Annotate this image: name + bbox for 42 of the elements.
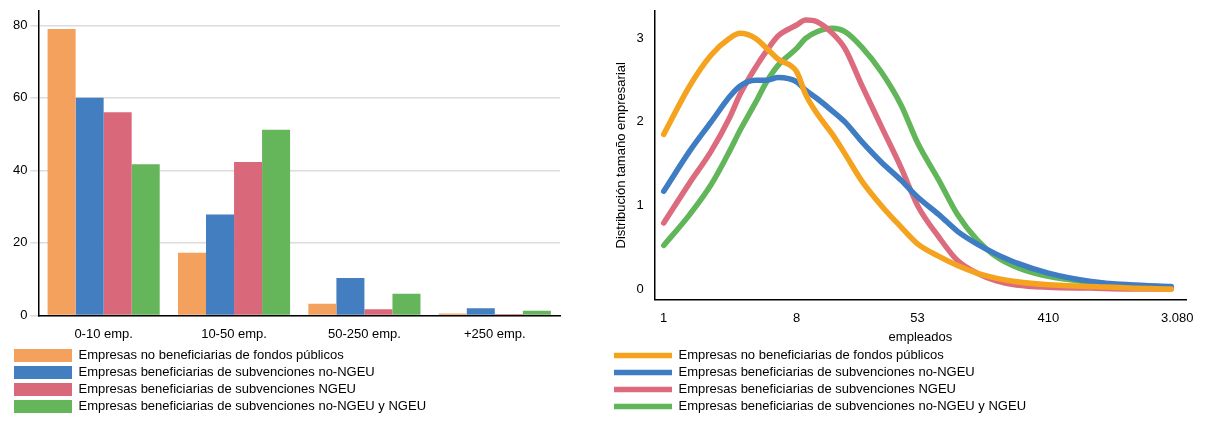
legend-label: Empresas beneficiarias de subvenciones no-NGEU	[678, 364, 975, 380]
bar	[522, 310, 551, 315]
y-tick-label: 0	[20, 306, 28, 322]
y-tick-label: 0	[636, 280, 644, 296]
bar	[262, 129, 291, 315]
x-tick-label: 50-250 emp.	[327, 325, 401, 341]
bar	[466, 308, 495, 315]
bar	[206, 214, 235, 315]
y-tick-label: 1	[636, 196, 644, 212]
y-tick-label: 3	[636, 29, 644, 45]
legend-label: Empresas no beneficiarias de fondos públicos	[78, 347, 345, 363]
legend-label: Empresas beneficiarias de subvenciones no-NGEU y NGEU	[78, 398, 427, 414]
y-tick-label: 20	[12, 234, 28, 250]
bar	[234, 162, 263, 315]
legend-label: Empresas beneficiarias de subvenciones NGEU	[78, 381, 356, 397]
x-axis-title: empleados	[888, 328, 953, 344]
x-tick-label: 53	[910, 310, 925, 326]
bar	[75, 97, 104, 315]
y-axis-title: Distribución tamaño empresarial	[613, 61, 629, 249]
legend-label: Empresas beneficiarias de subvenciones NGEU	[678, 381, 956, 397]
bar	[47, 28, 76, 315]
bar	[336, 278, 365, 315]
bar	[392, 293, 421, 315]
bar	[103, 112, 132, 315]
x-tick-label: 1	[660, 310, 668, 326]
bar	[177, 252, 207, 315]
bar	[364, 309, 393, 315]
y-tick-label: 60	[12, 89, 28, 105]
legend-label: Empresas beneficiarias de subvenciones no-NGEU y NGEU	[678, 398, 1027, 414]
x-tick-label: +250 emp.	[463, 325, 526, 341]
x-tick-label: 10-50 emp.	[201, 325, 267, 341]
x-tick-label: 8	[793, 310, 801, 326]
x-tick-label: 0-10 emp.	[74, 325, 133, 341]
bar	[131, 164, 160, 315]
x-tick-label: 3.080	[1161, 310, 1194, 326]
legend-label: Empresas no beneficiarias de fondos públicos	[678, 347, 945, 363]
y-tick-label: 80	[12, 16, 28, 32]
x-tick-label: 410	[1037, 310, 1060, 326]
bar	[308, 303, 337, 315]
legend-label: Empresas beneficiarias de subvenciones no-NGEU	[78, 364, 375, 380]
y-tick-label: 40	[12, 161, 28, 177]
y-tick-label: 2	[636, 113, 644, 129]
